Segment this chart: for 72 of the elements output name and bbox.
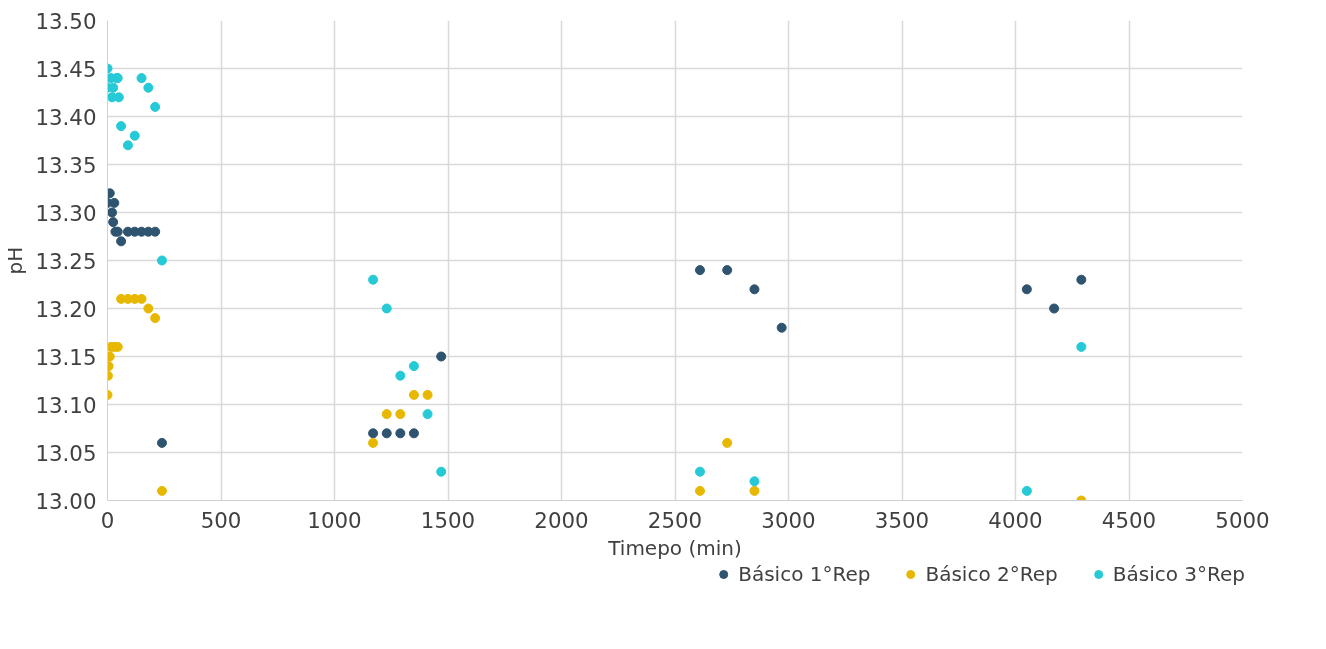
point [381,303,392,314]
point [408,361,419,372]
point [1021,284,1032,295]
point [368,274,379,285]
point [368,428,379,439]
legend-label: Básico 3°Rep [1112,562,1245,586]
x-tick-label: 2000 [534,507,589,533]
x-tick-label: 2500 [647,507,703,533]
point [381,409,392,420]
point [143,303,154,314]
point [107,207,118,218]
y-tick-label: 13.30 [35,200,97,226]
y-tick-label: 13.50 [35,8,97,34]
point [436,466,447,477]
x-axis-title: Timepo (min) [607,535,742,560]
point [1021,485,1032,496]
point [395,428,406,439]
point [694,466,705,477]
point [776,322,787,333]
point [368,437,379,448]
y-tick-label: 13.15 [35,344,97,370]
point [136,73,147,84]
x-tick-label: 1000 [307,507,362,533]
y-axis-title: pH [3,246,28,275]
point [381,428,392,439]
point [156,485,167,496]
legend-label: Básico 1°Rep [738,562,871,586]
x-tick-label: 4500 [1101,507,1157,533]
point [722,265,733,276]
point [722,437,733,448]
y-tick-label: 13.35 [35,152,97,178]
point [749,485,760,496]
point [1049,303,1060,314]
legend-label: Básico 2°Rep [925,562,1058,586]
x-tick-label: 5000 [1215,507,1270,533]
point [749,284,760,295]
point [156,255,167,266]
y-tick-label: 13.05 [35,440,97,466]
point [122,140,133,151]
point [129,130,140,141]
point [422,409,433,420]
point [150,101,161,112]
x-tick-label: 500 [200,507,242,533]
point [116,236,127,247]
x-tick-label: 0 [100,507,115,533]
point [116,121,127,132]
y-tick-label: 13.40 [35,104,97,130]
point [395,370,406,381]
point [395,409,406,420]
point [408,389,419,400]
point [436,351,447,362]
point [150,313,161,324]
x-tick-label: 3000 [761,507,816,533]
x-tick-label: 4000 [988,507,1043,533]
y-tick-label: 13.00 [35,488,97,514]
point [694,265,705,276]
point [408,428,419,439]
y-tick-label: 13.25 [35,248,97,274]
y-tick-label: 13.10 [35,392,97,418]
point [694,485,705,496]
point [108,217,119,228]
point [1076,274,1087,285]
point [150,226,161,237]
y-tick-label: 13.45 [35,56,97,82]
point [749,476,760,487]
point [143,82,154,93]
point [156,437,167,448]
point [422,389,433,400]
x-tick-label: 3500 [874,507,930,533]
y-tick-label: 13.20 [35,296,97,322]
point [1076,341,1087,352]
x-tick-label: 1500 [420,507,476,533]
